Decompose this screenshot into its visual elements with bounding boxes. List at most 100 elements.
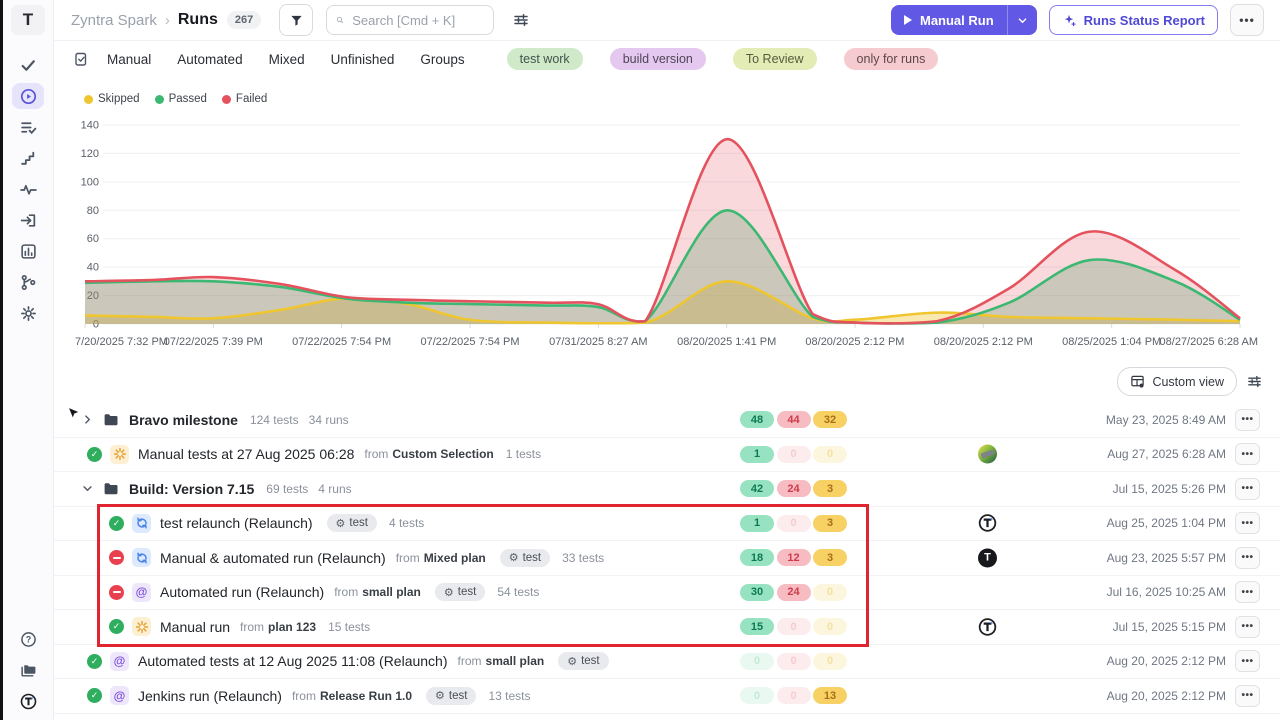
table-row[interactable]: Bravo milestone 124 tests 34 runs 48 44 32 May… (53, 403, 1280, 438)
sidebar-item-steps[interactable] (12, 145, 44, 171)
failed-badge: 12 (776, 549, 811, 567)
gear-icon: ⚙ (567, 655, 578, 668)
skipped-badge: 0 (813, 618, 847, 636)
app-logo[interactable]: T (11, 5, 45, 35)
x-tick-label: 08/20/2025 1:41 PM (677, 336, 777, 348)
gear-icon: ⚙ (435, 690, 445, 703)
sidebar-item-branch[interactable] (12, 269, 44, 295)
row-from-plan: from Release Run 1.0 (291, 688, 413, 703)
status-passed-icon: ✓ (87, 653, 102, 669)
row-title: Bravo milestone (129, 411, 238, 428)
sidebar-item-help[interactable] (12, 626, 44, 652)
table-row[interactable]: Build: Version 7.15 69 tests 4 runs 42 24 3 Ju… (53, 472, 1280, 507)
sidebar-item-gear[interactable] (12, 300, 44, 326)
sidebar-item-import[interactable] (12, 207, 44, 233)
automated-run-icon: @ (113, 654, 126, 669)
sidebar-item-folders[interactable] (12, 657, 44, 683)
manual-run-button[interactable]: Manual Run (891, 5, 1007, 35)
row-date: Aug 20, 2025 2:12 PM (1106, 654, 1226, 669)
tab-groups[interactable]: Groups (420, 51, 465, 67)
failed-badge: 24 (776, 480, 811, 498)
passed-badge: 48 (740, 411, 774, 429)
row-more-button[interactable]: ••• (1235, 512, 1260, 535)
row-more-button[interactable]: ••• (1235, 615, 1260, 638)
tab-unfinished[interactable]: Unfinished (330, 51, 395, 67)
tag-chip-test[interactable]: ⚙ test (326, 514, 377, 533)
tag-chip[interactable]: test work (506, 48, 583, 70)
row-title: Manual & automated run (Relaunch) (160, 549, 386, 566)
x-tick-label: 07/22/2025 7:39 PM (163, 336, 263, 348)
tag-chip-test[interactable]: ⚙ test (558, 652, 609, 671)
tag-chip-test[interactable]: ⚙ test (426, 686, 477, 705)
legend-failed[interactable]: Failed (221, 93, 267, 105)
passed-badge: 18 (740, 549, 774, 567)
row-expand-chevron[interactable] (81, 413, 94, 426)
runs-trend-chart: 0 20 40 60 80 100 120 140 (81, 120, 1241, 330)
view-settings-button[interactable] (1247, 374, 1262, 389)
x-tick-label: 08/20/2025 2:12 PM (933, 336, 1033, 348)
sidebar-item-list-check[interactable] (12, 114, 44, 140)
runs-status-report-button[interactable]: Runs Status Report (1048, 5, 1218, 35)
tab-mixed[interactable]: Mixed (268, 51, 305, 67)
row-more-button[interactable]: ••• (1235, 477, 1260, 500)
search-icon (336, 13, 344, 27)
header-more-button[interactable]: ••• (1230, 4, 1264, 36)
breadcrumb-project[interactable]: Zyntra Spark (71, 11, 157, 29)
tag-chip-test[interactable]: ⚙ test (499, 548, 551, 567)
row-tests-count: 13 tests (488, 688, 531, 703)
passed-badge: 42 (740, 480, 774, 498)
row-title: Manual tests at 27 Aug 2025 06:28 (138, 446, 355, 463)
row-title: Automated run (Relaunch) (160, 584, 325, 601)
row-more-button[interactable]: ••• (1235, 581, 1260, 604)
import-icon (20, 212, 37, 229)
passed-badge: 1 (740, 514, 774, 532)
legend-skipped[interactable]: Skipped (84, 93, 140, 105)
sidebar-item-logo[interactable] (12, 688, 44, 714)
check-icon (20, 57, 37, 74)
table-row[interactable]: ✓ Manual run from plan 123 15 tests 15 0 0 Jul 1… (53, 610, 1280, 645)
tag-chip[interactable]: To Review (732, 48, 817, 70)
row-more-button[interactable]: ••• (1235, 408, 1260, 431)
runs-table: Bravo milestone 124 tests 34 runs 48 44 32 May… (53, 403, 1280, 714)
sidebar-item-runs-play[interactable] (12, 83, 44, 109)
row-more-button[interactable]: ••• (1235, 650, 1260, 673)
sidebar-item-report[interactable] (12, 238, 44, 264)
automated-run-icon: @ (135, 585, 148, 600)
tab-manual[interactable]: Manual (107, 51, 152, 67)
search-input[interactable] (350, 11, 485, 29)
table-row[interactable]: ✓ Manual tests at 27 Aug 2025 06:28 from Cu… (53, 438, 1280, 472)
view-toolbar: Custom view (1117, 367, 1262, 396)
custom-view-button[interactable]: Custom view (1117, 367, 1237, 396)
run-list-icon[interactable] (73, 51, 89, 67)
failed-badge: 24 (776, 583, 811, 601)
row-more-button[interactable]: ••• (1235, 546, 1260, 569)
row-more-button[interactable]: ••• (1235, 443, 1260, 466)
table-row[interactable]: @ Automated run (Relaunch) from small plan ⚙… (53, 576, 1280, 610)
table-row[interactable]: ✓ test relaunch (Relaunch) ⚙ test 4 tests 1 0 3… (53, 507, 1280, 541)
x-tick-label: 08/25/2025 1:04 PM (1062, 336, 1162, 348)
status-failed-icon (109, 550, 124, 566)
sidebar-item-check[interactable] (12, 52, 44, 78)
avatar: T (978, 548, 997, 568)
manual-run-icon (113, 447, 127, 461)
sidebar-item-pulse[interactable] (12, 176, 44, 202)
passed-badge: 0 (740, 687, 774, 705)
mixed-run-icon (135, 516, 149, 530)
tab-automated[interactable]: Automated (177, 51, 243, 67)
runs-play-icon (20, 88, 37, 105)
tag-chip[interactable]: build version (609, 48, 706, 70)
manual-run-dropdown[interactable] (1008, 5, 1037, 35)
row-expand-chevron[interactable] (81, 482, 94, 495)
search-settings-button[interactable] (508, 7, 534, 33)
row-more-button[interactable]: ••• (1235, 684, 1260, 707)
tag-chip-test[interactable]: ⚙ test (434, 583, 486, 602)
table-row[interactable]: ✓ @ Automated tests at 12 Aug 2025 11:08 (… (53, 645, 1280, 679)
skipped-badge: 3 (813, 480, 847, 498)
tag-chip[interactable]: only for runs (843, 48, 939, 70)
filter-button[interactable] (279, 4, 314, 36)
legend-passed[interactable]: Passed (154, 93, 207, 105)
table-row[interactable]: Manual & automated run (Relaunch) from Mix… (53, 541, 1280, 576)
table-gear-icon (1130, 374, 1145, 389)
table-row[interactable]: ✓ @ Jenkins run (Relaunch) from Release Run … (53, 679, 1280, 714)
